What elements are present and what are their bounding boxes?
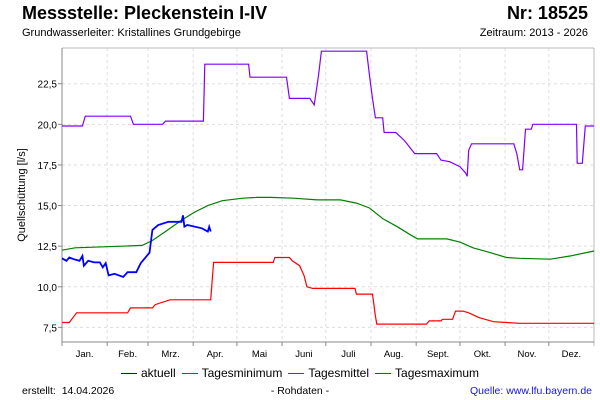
created-info: erstellt: 14.04.2026	[22, 385, 114, 397]
x-tick-label: Mrz.	[161, 349, 179, 360]
y-tick-label: 10,0	[38, 283, 58, 294]
x-tick-label: Nov.	[518, 349, 537, 360]
x-tick-label: Feb.	[118, 349, 137, 360]
x-tick-label: Dez.	[562, 349, 582, 360]
y-tick-label: 22,5	[38, 80, 58, 91]
legend-label: aktuell	[140, 366, 176, 380]
station-number: Nr: 18525	[506, 3, 588, 23]
period-label: Zeitraum: 2013 - 2026	[479, 27, 588, 39]
legend-swatch	[375, 373, 392, 375]
page-title: Messstelle: Pleckenstein I-IV	[22, 3, 268, 23]
series-tagesmaximum	[62, 50, 594, 177]
source-link[interactable]: Quelle: www.lfu.bayern.de	[470, 385, 592, 397]
legend-swatch	[288, 373, 305, 375]
legend-label: Tagesmaximum	[395, 366, 480, 380]
legend-label: Tagesminimum	[201, 366, 283, 380]
legend-item: Tagesmittel	[288, 366, 369, 380]
legend: aktuell Tagesminimum Tagesmittel Tagesmaxim…	[0, 366, 600, 380]
y-tick-label: 17,5	[38, 161, 58, 172]
axes: 7,5 10,0 12,5 15,0 17,5 20,0 22,5 Jan. Feb. Mrz. A…	[38, 47, 595, 360]
y-tick-label: 12,5	[38, 242, 58, 253]
y-axis-label: Quellschüttung [l/s]	[16, 148, 28, 242]
created-label: erstellt:	[22, 385, 56, 397]
legend-item: Tagesminimum	[181, 366, 283, 380]
series-tagesminimum	[62, 256, 594, 325]
x-tick-label: Apr.	[207, 349, 224, 360]
y-tick-label: 7,5	[43, 323, 57, 334]
x-tick-label: Sept.	[427, 349, 449, 360]
x-tick-label: Okt.	[474, 349, 491, 360]
x-tick-label: Juni	[295, 349, 312, 360]
series-lines	[61, 50, 595, 325]
legend-swatch	[120, 373, 137, 375]
legend-item: Tagesmaximum	[375, 366, 479, 380]
aquifer-subtitle: Grundwasserleiter: Kristallines Grundgeb…	[22, 27, 241, 39]
x-tick-label: Jan.	[76, 349, 94, 360]
x-tick-label: Mai	[252, 349, 267, 360]
grid	[62, 48, 594, 342]
legend-label: Tagesmittel	[308, 366, 370, 380]
series-tagesmittel	[61, 196, 595, 260]
x-tick-label: Aug.	[384, 349, 404, 360]
legend-item: aktuell	[120, 366, 176, 380]
series-aktuell	[61, 215, 212, 279]
y-tick-label: 15,0	[38, 202, 58, 213]
y-tick-label: 20,0	[38, 120, 58, 131]
x-tick-label: Juli	[341, 349, 355, 360]
created-date: 14.04.2026	[61, 385, 115, 397]
legend-swatch	[181, 373, 198, 375]
